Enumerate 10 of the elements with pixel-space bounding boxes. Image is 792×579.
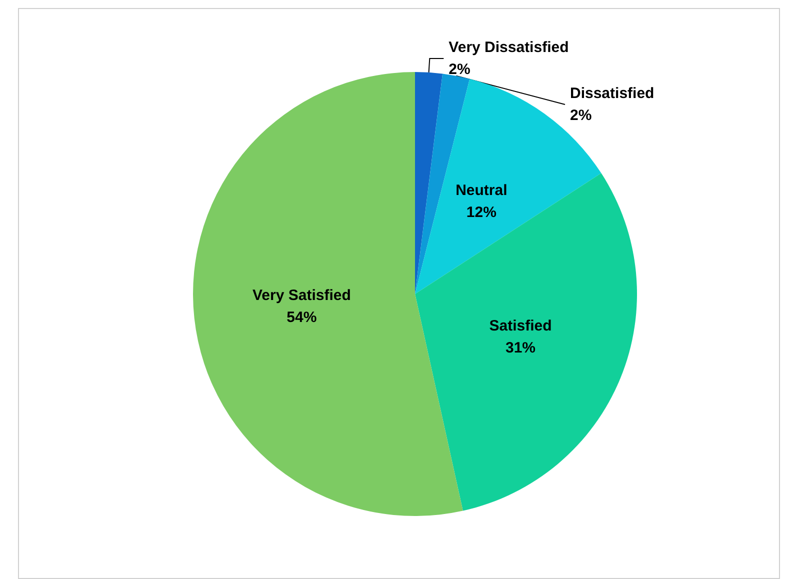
data-label: 31% — [505, 340, 536, 357]
slice-label: Very Dissatisfied — [448, 38, 569, 56]
slice-label: Satisfied — [489, 318, 552, 335]
data-label: 2% — [570, 106, 592, 124]
data-label: 2% — [448, 60, 470, 78]
data-label: 12% — [466, 204, 496, 221]
slice-label: Neutral — [456, 182, 508, 199]
data-label: 54% — [286, 308, 317, 326]
slice-label: Very Satisfied — [252, 286, 351, 304]
slice-label: Dissatisfied — [570, 84, 654, 102]
